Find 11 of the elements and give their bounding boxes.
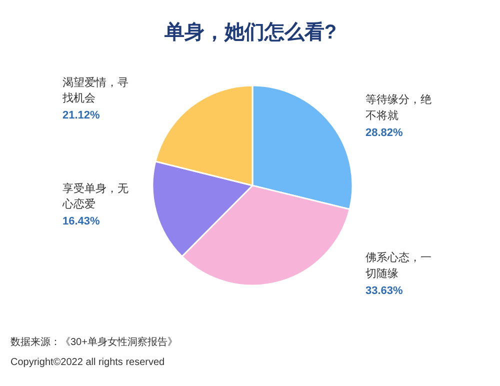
source-note: 数据来源：《30+单身女性洞察报告》: [10, 336, 178, 348]
data-label: 21.12%: [62, 110, 100, 122]
slice-label: 渴望爱情，寻找机会: [62, 76, 128, 105]
data-label: 28.82%: [366, 126, 404, 139]
data-label: 16.43%: [62, 215, 100, 228]
text: Copyright©2022 all rights reserved: [10, 357, 165, 368]
slice-label: 佛系心态，一切随缘: [366, 251, 432, 280]
slice-label: 享受单身，无心恋爱: [62, 182, 128, 210]
chart-title: 单身，她们怎么看?: [163, 20, 337, 44]
slice-label: 等待缘分，绝不将就: [366, 93, 432, 122]
data-label: 33.63%: [366, 284, 404, 297]
